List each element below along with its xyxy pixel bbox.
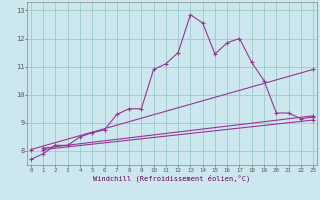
X-axis label: Windchill (Refroidissement éolien,°C): Windchill (Refroidissement éolien,°C) [93, 174, 251, 182]
